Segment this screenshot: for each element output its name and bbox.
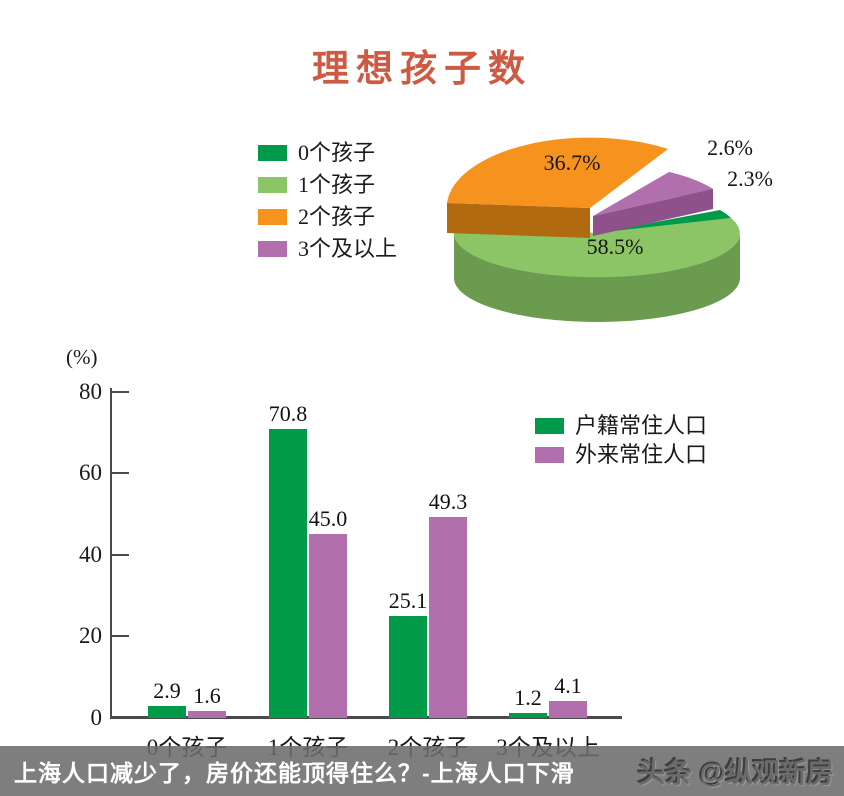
bar-value-label: 1.6 bbox=[193, 683, 221, 708]
pie-legend-item: 3个及以上 bbox=[258, 238, 397, 260]
legend-swatch-icon bbox=[258, 241, 287, 257]
bar-value-label: 70.8 bbox=[268, 401, 308, 426]
bar-外来常住人口-1个孩子 bbox=[309, 534, 347, 718]
pie-side-1-child bbox=[454, 233, 740, 322]
y-tick bbox=[112, 472, 129, 475]
bar-户籍常住人口-0个孩子 bbox=[148, 706, 186, 718]
pie-legend-item: 0个孩子 bbox=[258, 142, 397, 164]
toutiao-watermark: 头条 @纵观新房 bbox=[638, 758, 834, 789]
legend-swatch-icon bbox=[258, 209, 287, 225]
legend-swatch-icon bbox=[258, 177, 287, 193]
x-axis-line bbox=[110, 716, 622, 719]
bar-value-label: 45.0 bbox=[308, 506, 348, 531]
bar-legend-item: 户籍常住人口 bbox=[535, 415, 707, 437]
bar-chart-section: (%) 2.9 70.8 25.1 1.2 1.6 45.0 49.3 4.1 户籍常住人口外… bbox=[60, 345, 760, 775]
pie-chart-svg bbox=[447, 137, 740, 322]
legend-label: 外来常住人口 bbox=[575, 442, 708, 467]
y-tick-label: 20 bbox=[79, 623, 102, 649]
pie-slice-3-plus bbox=[593, 172, 713, 216]
bar-value-label: 4.1 bbox=[554, 673, 582, 698]
bar-value-label: 25.1 bbox=[388, 588, 428, 613]
bar-外来常住人口-3个及以上 bbox=[549, 701, 587, 718]
bar-legend: 户籍常住人口 外来常住人口 bbox=[535, 415, 707, 473]
pie-legend-item: 2个孩子 bbox=[258, 206, 397, 228]
page-title: 理想孩子数 bbox=[312, 48, 532, 89]
y-tick-label: 60 bbox=[79, 460, 102, 486]
y-axis-unit-label: (%) bbox=[66, 345, 98, 369]
bar-户籍常住人口-1个孩子 bbox=[269, 429, 307, 718]
legend-label: 0个孩子 bbox=[298, 140, 376, 165]
pie-label-1-child: 58.5% bbox=[586, 234, 644, 259]
bar-value-label: 49.3 bbox=[428, 489, 468, 514]
y-tick-label: 40 bbox=[79, 541, 102, 567]
legend-label: 户籍常住人口 bbox=[575, 413, 708, 438]
bar-户籍常住人口-3个及以上 bbox=[509, 713, 547, 718]
legend-label: 3个及以上 bbox=[298, 236, 398, 261]
pie-label-3-plus: 2.6% bbox=[707, 135, 753, 160]
pie-side-3-plus bbox=[593, 189, 713, 236]
pie-side-2-children bbox=[447, 203, 590, 238]
y-tick bbox=[112, 390, 129, 393]
y-tick bbox=[112, 635, 129, 638]
pie-legend: 0个孩子 1个孩子 2个孩子 3个及以上 bbox=[258, 142, 397, 270]
y-tick-label: 0 bbox=[90, 705, 103, 730]
pie-label-0-children: 2.3% bbox=[727, 166, 773, 191]
bar-value-label: 1.2 bbox=[514, 685, 542, 710]
footer-overlay: 上海人口减少了，房价还能顶得住么？-上海人口下滑 头条 @纵观新房 bbox=[0, 746, 844, 796]
y-axis-line bbox=[110, 388, 112, 719]
legend-swatch-icon bbox=[535, 447, 564, 463]
y-tick-label: 80 bbox=[79, 378, 102, 404]
pie-legend-item: 1个孩子 bbox=[258, 174, 397, 196]
bar-外来常住人口-0个孩子 bbox=[188, 711, 226, 718]
pie-slice-2-children bbox=[447, 137, 668, 208]
legend-label: 1个孩子 bbox=[298, 172, 376, 197]
legend-swatch-icon bbox=[535, 418, 564, 434]
bar-legend-item: 外来常住人口 bbox=[535, 444, 707, 466]
bar-外来常住人口-2个孩子 bbox=[429, 517, 467, 718]
legend-swatch-icon bbox=[258, 145, 287, 161]
y-tick bbox=[112, 553, 129, 556]
footer-caption: 上海人口减少了，房价还能顶得住么？-上海人口下滑 bbox=[14, 760, 575, 786]
bar-value-label: 2.9 bbox=[153, 678, 181, 703]
bar-户籍常住人口-2个孩子 bbox=[389, 616, 427, 718]
pie-chart: 36.7% 58.5% 2.6% 2.3% bbox=[430, 105, 844, 355]
pie-label-2-children: 36.7% bbox=[543, 150, 601, 175]
legend-label: 2个孩子 bbox=[298, 204, 376, 229]
